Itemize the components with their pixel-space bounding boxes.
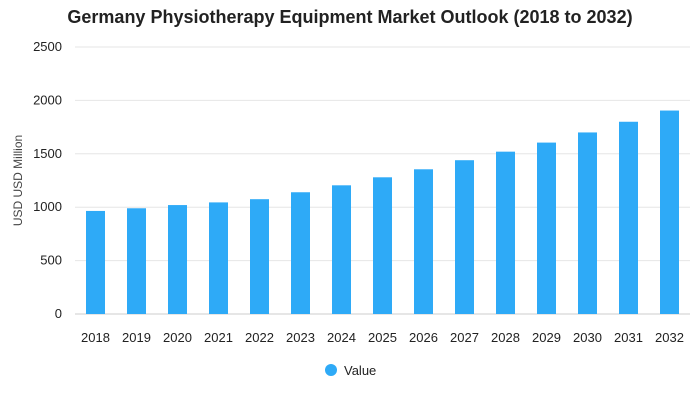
x-tick-label: 2028 [491, 330, 520, 345]
x-tick-label: 2020 [163, 330, 192, 345]
chart-title: Germany Physiotherapy Equipment Market O… [67, 7, 633, 27]
bar [127, 208, 146, 314]
bar [86, 210, 105, 314]
x-tick-label: 2024 [327, 330, 356, 345]
bar [578, 132, 597, 314]
y-tick-label: 2500 [33, 39, 62, 54]
bar [373, 177, 392, 314]
bar [332, 185, 351, 314]
bar [414, 169, 433, 314]
y-tick-label: 1500 [33, 146, 62, 161]
x-tick-label: 2022 [245, 330, 274, 345]
x-tick-label: 2026 [409, 330, 438, 345]
x-tick-label: 2018 [81, 330, 110, 345]
x-tick-label: 2027 [450, 330, 479, 345]
legend-label: Value [344, 363, 376, 378]
y-axis-title: USD USD Million [11, 135, 25, 226]
y-tick-label: 2000 [33, 92, 62, 107]
bar [496, 151, 515, 314]
y-tick-label: 500 [40, 253, 62, 268]
x-tick-label: 2029 [532, 330, 561, 345]
x-tick-label: 2032 [655, 330, 684, 345]
bar [660, 110, 679, 315]
legend-marker [325, 364, 337, 376]
bar [619, 121, 638, 314]
y-tick-label: 1000 [33, 199, 62, 214]
x-tick-label: 2025 [368, 330, 397, 345]
bar [537, 142, 556, 314]
x-tick-label: 2021 [204, 330, 233, 345]
bar [455, 160, 474, 314]
bar [291, 192, 310, 314]
x-tick-label: 2023 [286, 330, 315, 345]
x-tick-label: 2030 [573, 330, 602, 345]
x-tick-label: 2019 [122, 330, 151, 345]
bar [209, 202, 228, 314]
bar [250, 199, 269, 314]
x-tick-label: 2031 [614, 330, 643, 345]
bar [168, 205, 187, 314]
y-tick-label: 0 [55, 306, 62, 321]
